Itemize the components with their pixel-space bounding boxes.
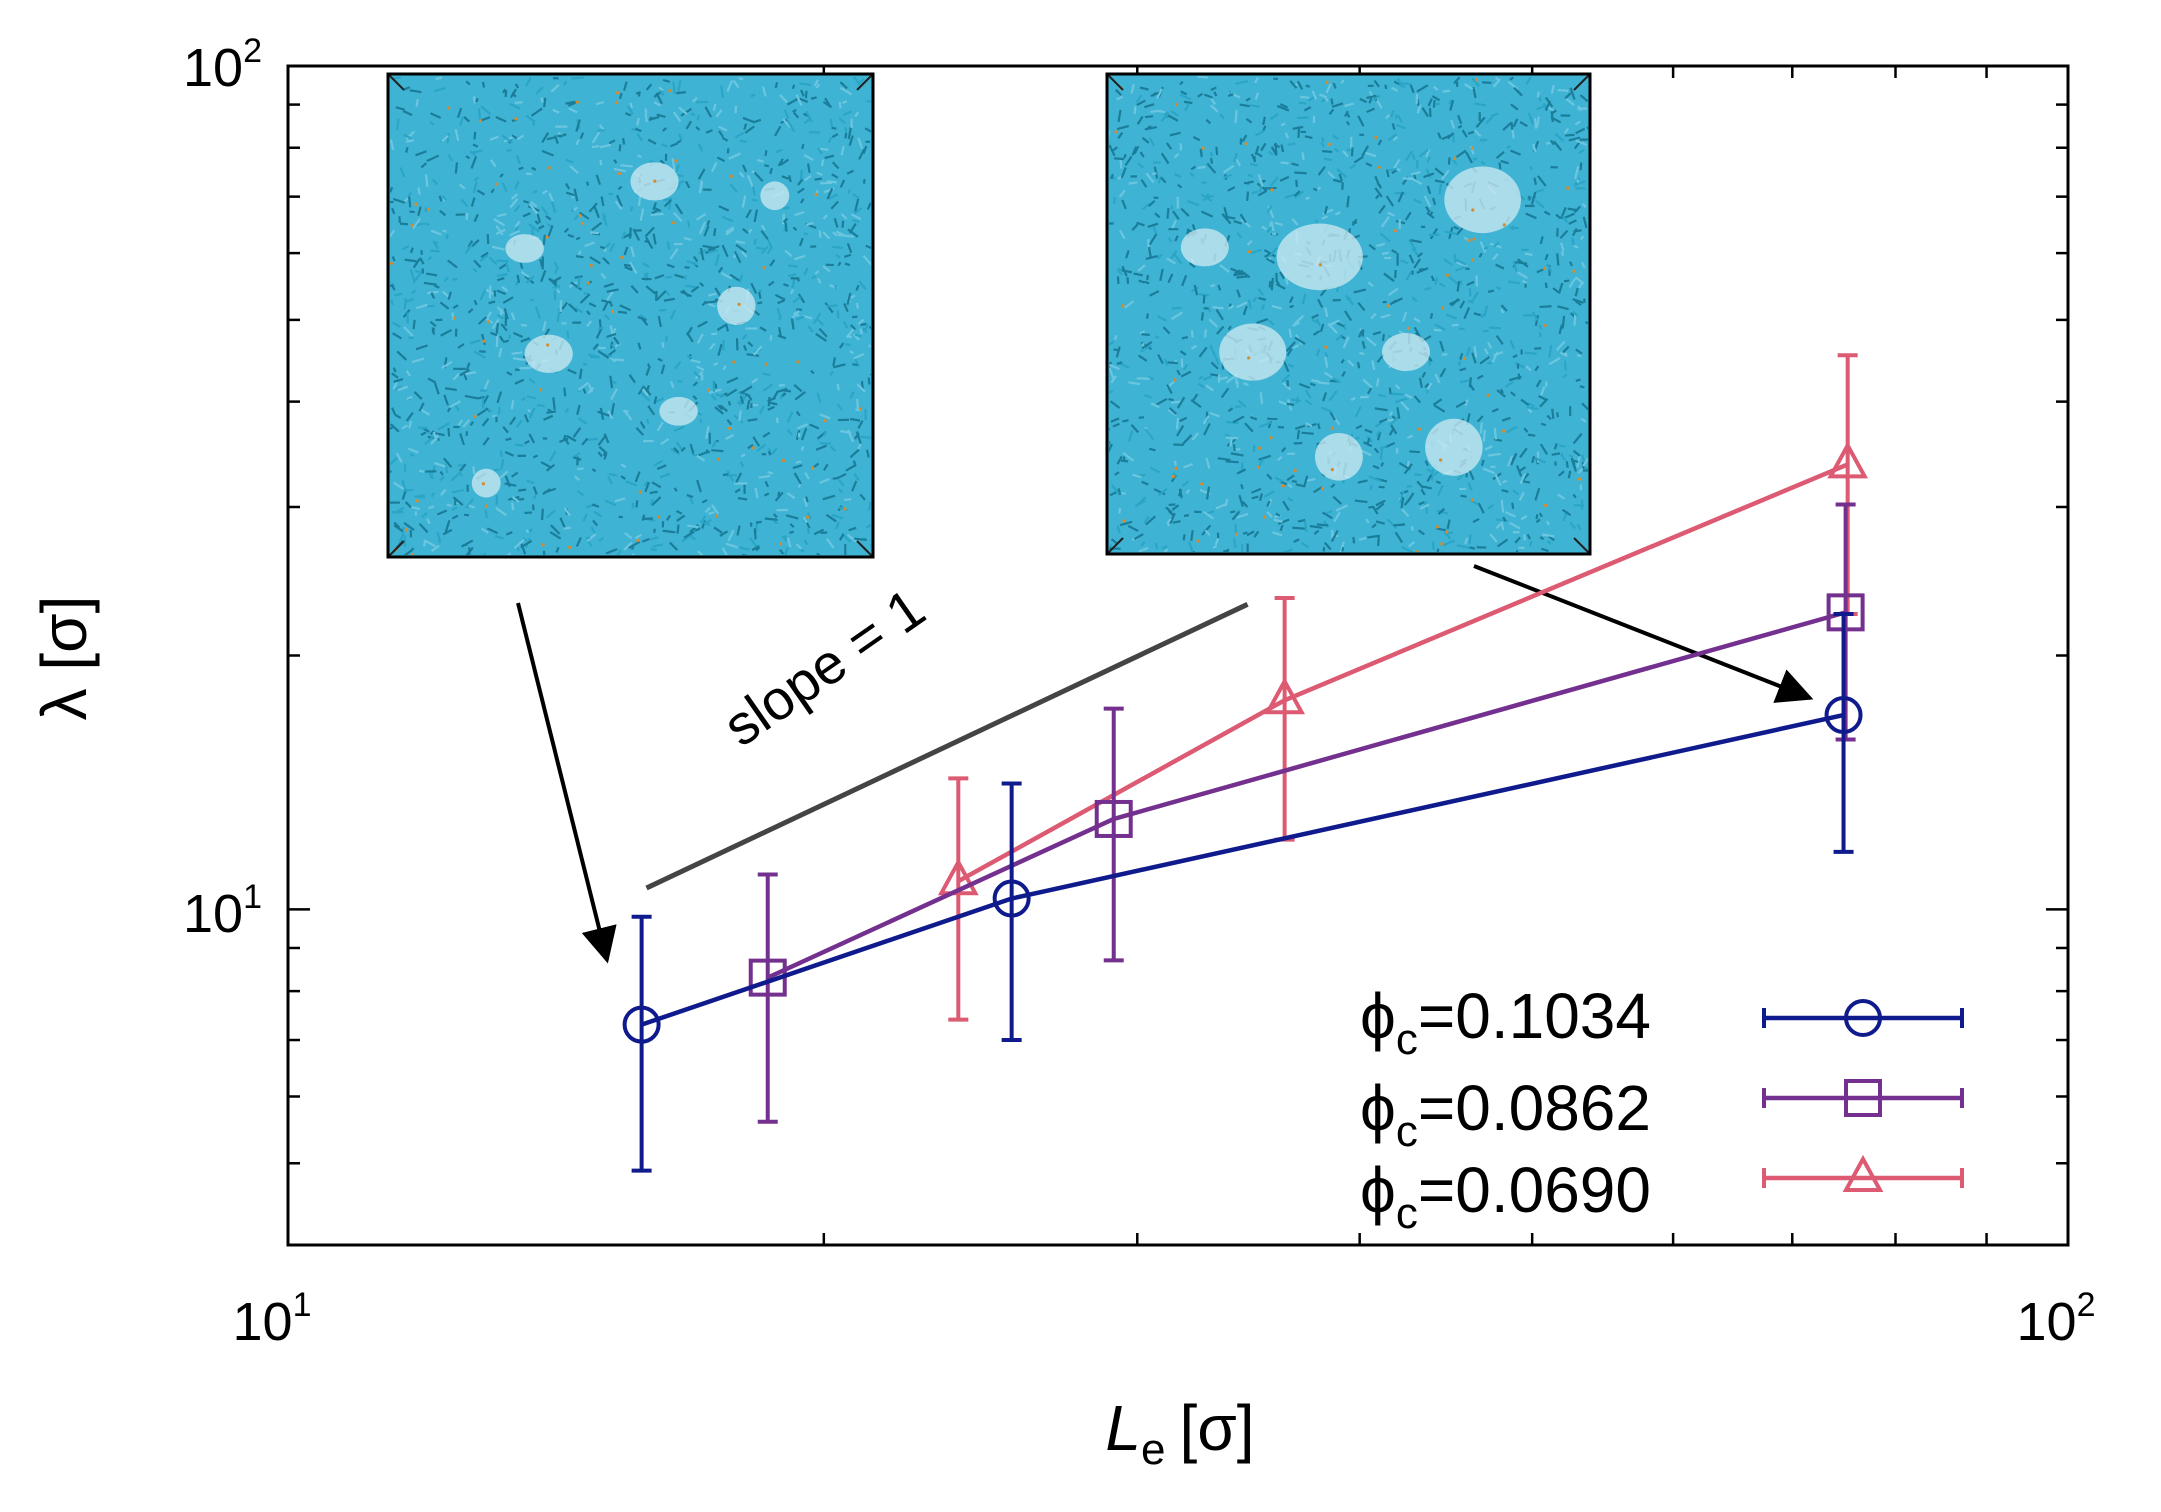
data-point [1824, 696, 1863, 735]
y-tick-label-10: 101 [183, 878, 262, 944]
series-0.0690 [937, 353, 1869, 1022]
y-axis-label: λ [σ] [28, 596, 100, 721]
legend-label-0862: ϕc=0.0862 [1360, 1072, 1651, 1156]
svg-text:101: 101 [233, 1286, 312, 1352]
data-point [1264, 677, 1306, 715]
x-tick-label-100: 102 [2017, 1286, 2096, 1352]
legend-marker [1844, 999, 1882, 1037]
data-point [1094, 799, 1133, 838]
legend-label-0690: ϕc=0.0690 [1360, 1154, 1651, 1238]
series-0.0862 [748, 502, 1865, 1124]
data-point [622, 1005, 661, 1044]
series-line [766, 610, 1847, 980]
inset-snapshot-low [386, 72, 875, 559]
legend-marker [1844, 1079, 1882, 1117]
legend-sample-circle [1762, 999, 1964, 1037]
data-point [1826, 593, 1865, 632]
inset-arrow-low [516, 602, 617, 964]
x-tick-label-10: 101 [233, 1286, 312, 1352]
svg-text:102: 102 [183, 32, 262, 98]
slope-reference-line [645, 602, 1249, 891]
svg-text:101: 101 [183, 878, 262, 944]
data-point [1827, 441, 1869, 479]
legend-sample-triangle [1762, 1154, 1964, 1192]
x-axis-label: Le [σ] [1105, 1392, 1254, 1474]
legend-samples [1762, 999, 1964, 1192]
data-point [992, 879, 1031, 918]
slope-label: slope = 1 [712, 576, 936, 758]
legend-marker [1842, 1154, 1884, 1192]
svg-text:102: 102 [2017, 1286, 2096, 1352]
series-layer [622, 353, 1869, 1173]
inset-snapshot-high [1105, 72, 1592, 556]
legend-sample-square [1762, 1079, 1964, 1117]
legend: ϕc=0.1034 ϕc=0.0862 ϕc=0.0690 [1360, 980, 1964, 1238]
series-0.1034 [622, 611, 1863, 1173]
y-tick-label-100: 102 [183, 32, 262, 98]
data-point [937, 858, 979, 896]
inset-arrow-high [1473, 564, 1814, 703]
legend-label-1034: ϕc=0.1034 [1360, 980, 1651, 1064]
series-line [640, 712, 1845, 1027]
